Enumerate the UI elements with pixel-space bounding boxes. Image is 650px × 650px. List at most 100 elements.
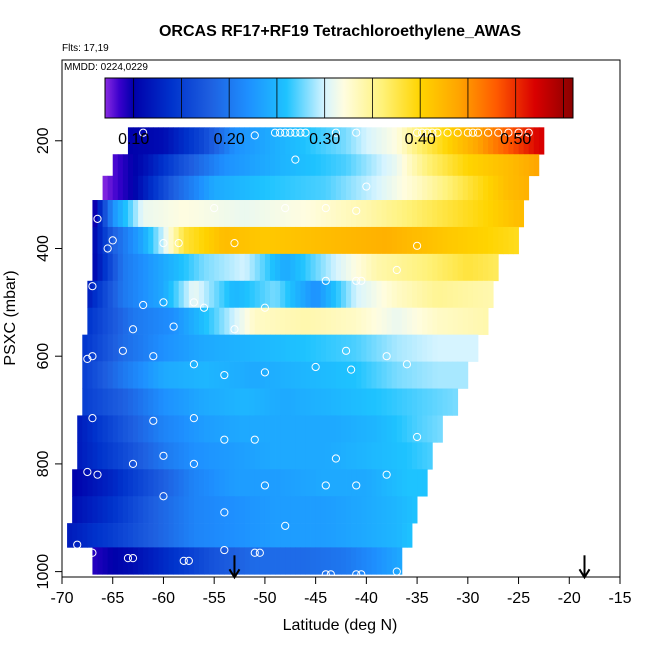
- heat-cell: [427, 334, 433, 362]
- heat-cell: [275, 127, 281, 155]
- heat-cell: [183, 523, 190, 548]
- heat-cell: [483, 154, 489, 177]
- heat-cell: [472, 334, 479, 362]
- heat-cell: [204, 496, 210, 524]
- heat-cell: [153, 226, 159, 255]
- heat-cell: [401, 523, 408, 548]
- heat-cell: [138, 415, 144, 443]
- heat-cell: [183, 415, 190, 443]
- heat-cell: [366, 226, 372, 255]
- heat-cell: [122, 523, 129, 548]
- heat-cell: [153, 334, 159, 362]
- heat-cell: [285, 547, 291, 575]
- heat-cell: [168, 523, 174, 548]
- heat-cell: [325, 547, 332, 575]
- y-tick-label: 200: [35, 127, 52, 154]
- heat-cell: [188, 334, 195, 362]
- heat-cell: [122, 175, 129, 201]
- heat-cell: [320, 280, 327, 309]
- sample-marker: [291, 128, 300, 137]
- heat-cell: [335, 496, 342, 524]
- sample-marker: [412, 432, 422, 442]
- heat-cell: [391, 154, 398, 177]
- sample-marker: [260, 481, 270, 490]
- heat-cell: [401, 496, 408, 524]
- heat-cell: [417, 388, 423, 416]
- heat-cell: [234, 547, 240, 575]
- heat-cell: [138, 361, 144, 389]
- heat-cell: [122, 307, 129, 335]
- heat-cell: [259, 253, 266, 282]
- heat-cell: [198, 523, 205, 548]
- heat-cell: [249, 415, 256, 443]
- heat-cell: [351, 226, 357, 255]
- heat-cell: [391, 523, 398, 548]
- heat-cell: [219, 127, 225, 155]
- heat-cell: [183, 388, 190, 416]
- heat-cell: [198, 307, 205, 335]
- heat-cell: [214, 334, 220, 362]
- heat-cell: [330, 547, 337, 575]
- sample-marker: [412, 241, 422, 250]
- heat-cell: [396, 154, 403, 177]
- heat-cell: [381, 154, 388, 177]
- heat-cell: [412, 253, 418, 282]
- heat-cell: [275, 307, 281, 335]
- heat-cell: [376, 200, 382, 228]
- heat-cell: [320, 442, 327, 470]
- heat-cell: [427, 200, 433, 228]
- data-band: [112, 154, 540, 177]
- heat-cell: [112, 200, 119, 228]
- heat-cell: [102, 226, 109, 255]
- heat-cell: [198, 127, 205, 155]
- heat-cell: [417, 361, 423, 389]
- heat-cell: [361, 175, 367, 201]
- heat-cell: [168, 361, 174, 389]
- x-tick-label: -20: [558, 590, 581, 607]
- heat-cell: [335, 547, 342, 575]
- heat-cell: [275, 442, 281, 470]
- heat-cell: [483, 280, 489, 309]
- heat-cell: [112, 307, 119, 335]
- sample-marker: [230, 325, 239, 334]
- sample-marker: [326, 570, 335, 577]
- heat-cell: [280, 496, 286, 524]
- heat-cell: [325, 280, 332, 309]
- heat-cell: [122, 154, 129, 177]
- heat-cell: [112, 154, 119, 177]
- heat-cell: [219, 307, 225, 335]
- heat-cell: [356, 334, 362, 362]
- heat-cell: [422, 154, 428, 177]
- heat-cell: [427, 175, 433, 201]
- heat-cell: [422, 226, 428, 255]
- heat-cell: [178, 523, 185, 548]
- heat-cell: [300, 547, 306, 575]
- sample-marker: [189, 298, 198, 307]
- heat-cell: [254, 547, 261, 575]
- heat-cell: [335, 200, 342, 228]
- heat-cell: [133, 127, 139, 155]
- heat-cell: [346, 361, 352, 389]
- heat-cell: [178, 154, 185, 177]
- down-arrow-icon: [578, 555, 591, 580]
- heat-cell: [224, 523, 230, 548]
- heat-cell: [264, 523, 271, 548]
- heat-cell: [204, 469, 210, 497]
- heat-cell: [219, 226, 225, 255]
- heat-cell: [280, 469, 286, 497]
- heat-cell: [356, 415, 362, 443]
- heat-cell: [290, 200, 296, 228]
- heat-cell: [295, 388, 301, 416]
- x-tick-label: -50: [253, 590, 276, 607]
- heat-cell: [264, 175, 271, 201]
- sample-marker: [301, 128, 310, 137]
- heat-cell: [249, 523, 256, 548]
- heat-cell: [209, 175, 215, 201]
- heat-cell: [275, 547, 281, 575]
- data-band: [82, 388, 459, 416]
- heat-cell: [204, 388, 210, 416]
- sample-marker: [220, 435, 229, 444]
- heat-cell: [366, 334, 372, 362]
- heat-cell: [254, 154, 261, 177]
- heat-cell: [183, 496, 190, 524]
